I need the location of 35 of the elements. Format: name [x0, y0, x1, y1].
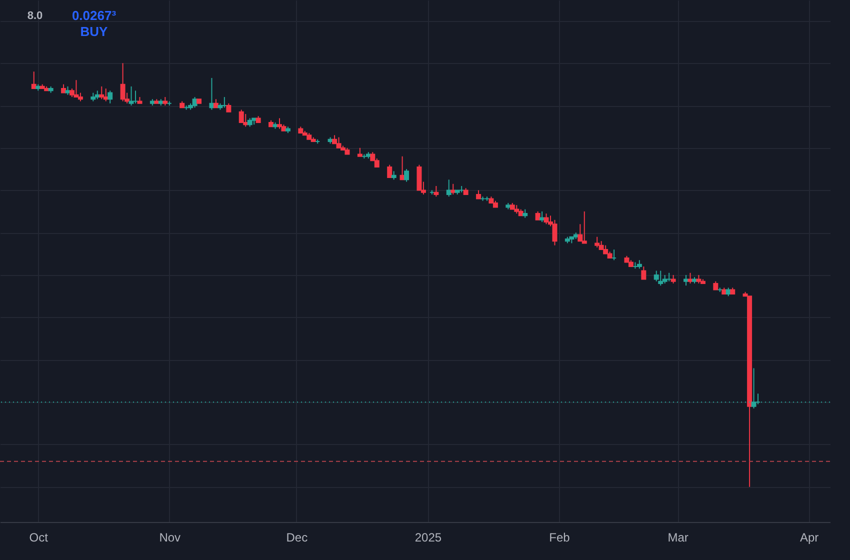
candlestick: [387, 164, 392, 178]
candlestick: [582, 210, 587, 244]
candlestick: [434, 186, 439, 198]
candlestick: [446, 179, 452, 198]
candlestick: [658, 270, 664, 286]
candlestick: [120, 62, 126, 102]
candlestick: [404, 168, 410, 182]
candlestick: [684, 274, 689, 286]
x-tick-label: Dec: [286, 530, 308, 544]
candlestick: [641, 266, 646, 280]
candlestick: [450, 183, 456, 195]
candlestick: [276, 118, 282, 130]
candlestick: [416, 164, 422, 191]
x-tick-label: Mar: [668, 530, 688, 544]
text: 0.0267³ BUY: [72, 8, 117, 39]
candlestick: [594, 236, 600, 248]
candlestick: [108, 90, 113, 104]
candlestick: [74, 80, 79, 98]
x-tick-label: Feb: [549, 530, 570, 544]
candlestick: [654, 270, 659, 282]
candlestick: [192, 96, 198, 108]
x-tick-label: Apr: [800, 530, 819, 544]
candlestick: [688, 272, 693, 284]
text: 8.0: [27, 10, 43, 22]
candlestick: [243, 113, 248, 128]
candlestick: [99, 86, 104, 100]
candlestick: [544, 213, 549, 225]
x-tick-label: Oct: [29, 530, 49, 544]
candlestick: [552, 219, 558, 246]
x-tick-label: Nov: [159, 530, 181, 544]
candlestick: [128, 86, 134, 106]
candlestick: [540, 210, 545, 223]
candlestick: [238, 109, 244, 123]
candlestick: [336, 136, 342, 148]
x-tick-label: 2025: [414, 530, 442, 544]
